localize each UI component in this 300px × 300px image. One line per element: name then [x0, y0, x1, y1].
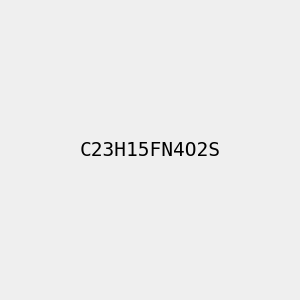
Text: C23H15FN4O2S: C23H15FN4O2S — [80, 140, 220, 160]
